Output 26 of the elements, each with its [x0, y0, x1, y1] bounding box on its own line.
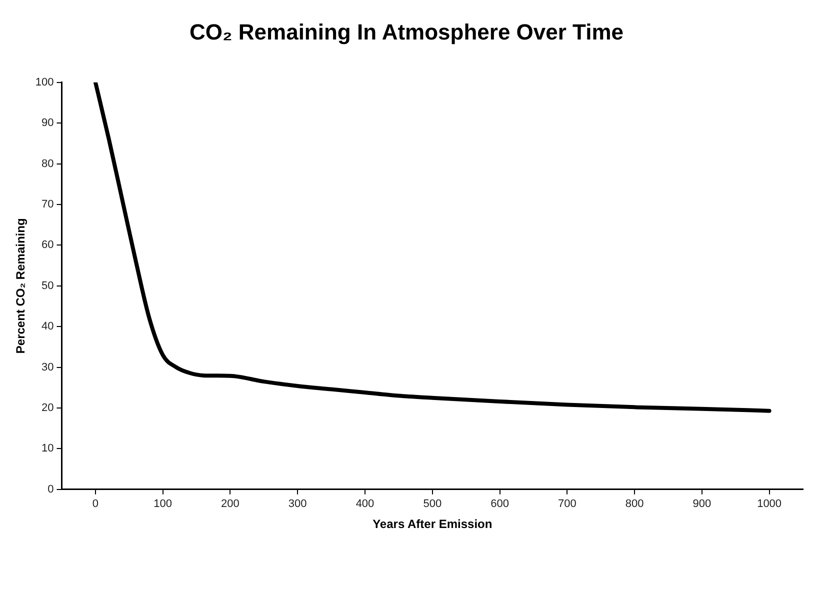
- y-tick-label: 50: [42, 280, 54, 292]
- x-tick-label: 300: [288, 498, 307, 510]
- x-tick-label: 1000: [757, 498, 782, 510]
- y-tick-label: 80: [42, 158, 54, 170]
- line-series: [93, 82, 772, 413]
- x-tick-label: 600: [490, 498, 509, 510]
- x-axis-title: Years After Emission: [372, 517, 492, 532]
- x-tick-label: 100: [154, 498, 172, 510]
- y-tick-label: 100: [35, 76, 54, 88]
- x-tick-label: 700: [558, 498, 576, 510]
- y-tick-label: 90: [42, 117, 54, 130]
- y-tick-label: 20: [42, 402, 54, 414]
- y-tick-label: 30: [42, 361, 54, 374]
- x-tick-label: 0: [92, 498, 99, 510]
- y-tick-label: 0: [48, 483, 54, 496]
- y-tick-label: 40: [42, 320, 54, 333]
- x-tick-label: 200: [221, 498, 240, 510]
- y-tick-label: 10: [42, 442, 54, 455]
- chart-title: CO₂ Remaining In Atmosphere Over Time: [190, 19, 624, 44]
- x-tick-label: 400: [356, 498, 374, 510]
- y-tick-label: 70: [42, 198, 54, 211]
- x-tick-label: 500: [423, 498, 442, 510]
- x-tick-label: 900: [692, 498, 712, 510]
- x-tick-label: 800: [625, 498, 644, 510]
- y-axis-title: Percent CO₂ Remaining: [14, 218, 28, 354]
- y-tick-label: 60: [42, 239, 54, 252]
